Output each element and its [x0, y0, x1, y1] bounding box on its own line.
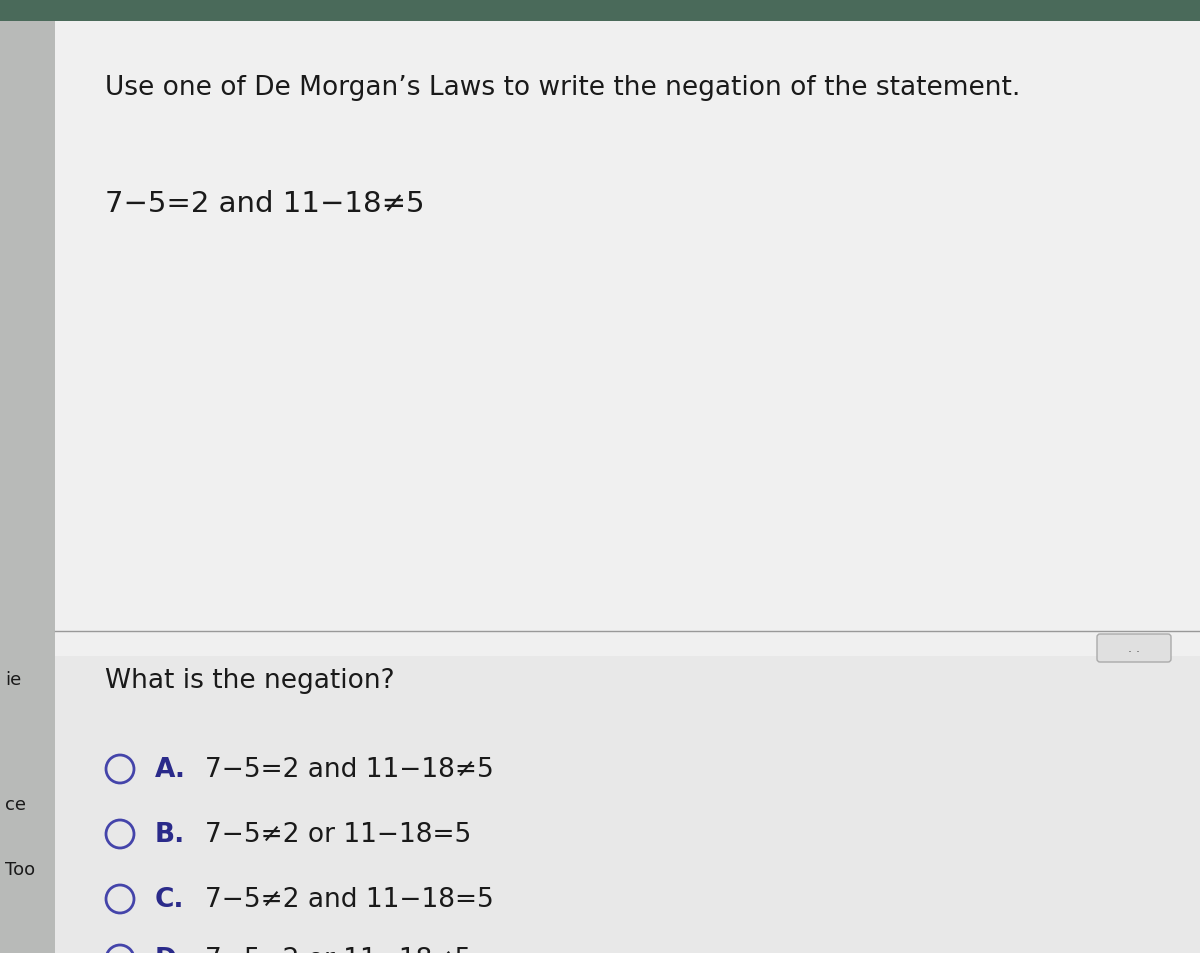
Text: What is the negation?: What is the negation? — [106, 667, 395, 693]
Text: C.: C. — [155, 886, 185, 912]
Text: 7−5=2 and 11−18≠5: 7−5=2 and 11−18≠5 — [205, 757, 493, 782]
Text: D.: D. — [155, 946, 187, 953]
Text: 7−5≠2 and 11−18=5: 7−5≠2 and 11−18=5 — [205, 886, 493, 912]
Text: B.: B. — [155, 821, 185, 847]
Bar — [55, 657, 1200, 953]
Text: . .: . . — [1128, 641, 1140, 655]
Text: ce: ce — [5, 795, 26, 813]
FancyBboxPatch shape — [1097, 635, 1171, 662]
Text: A.: A. — [155, 757, 186, 782]
Bar — [0, 0, 55, 953]
Text: ie: ie — [5, 670, 22, 688]
Text: Use one of De Morgan’s Laws to write the negation of the statement.: Use one of De Morgan’s Laws to write the… — [106, 75, 1020, 101]
Text: 7−5=2 and 11−18≠5: 7−5=2 and 11−18≠5 — [106, 190, 425, 218]
Bar — [55, 22, 1200, 657]
Text: 7−5=2 or 11−18≠5: 7−5=2 or 11−18≠5 — [205, 946, 472, 953]
Bar — [0, 0, 1200, 22]
Text: 7−5≠2 or 11−18=5: 7−5≠2 or 11−18=5 — [205, 821, 472, 847]
Text: Too: Too — [5, 861, 35, 878]
